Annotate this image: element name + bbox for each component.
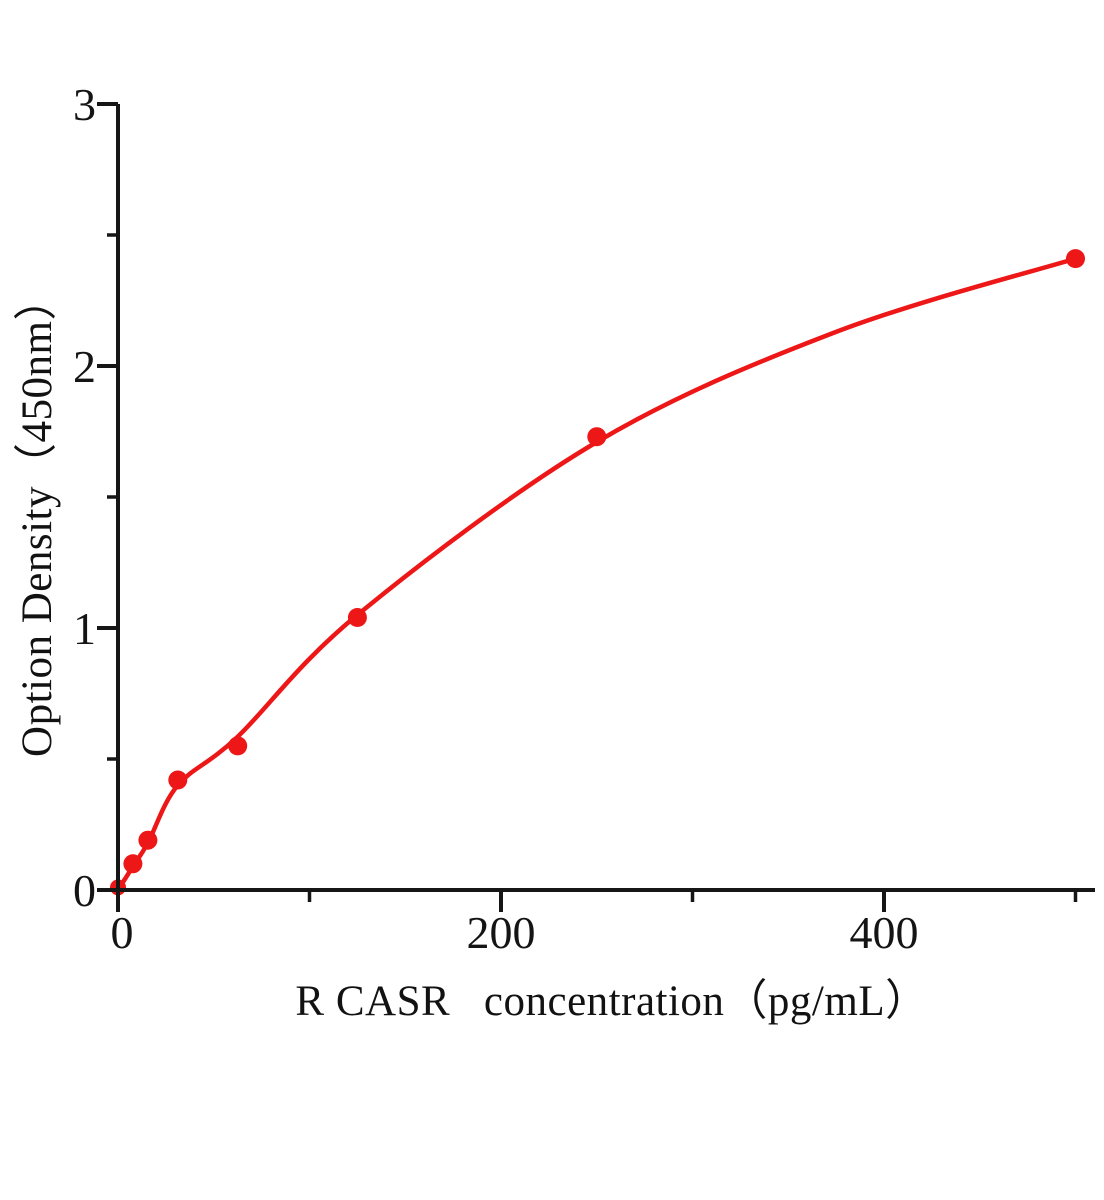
data-point-layer — [110, 249, 1085, 896]
data-point — [138, 830, 158, 850]
x-tick-label: 0 — [111, 907, 134, 958]
tick-label-layer: 0 1 2 3 0 200 400 — [73, 79, 919, 958]
data-point — [123, 854, 143, 874]
y-tick-label: 0 — [73, 865, 96, 916]
y-tick-label: 2 — [73, 341, 96, 392]
data-point — [228, 736, 248, 756]
y-tick-label: 3 — [73, 79, 96, 130]
y-axis-title: Option Density（450nm） — [14, 277, 61, 757]
axes-layer — [97, 102, 1095, 912]
fit-curve-layer — [115, 256, 1078, 893]
data-point — [168, 770, 188, 790]
x-tick-label: 200 — [467, 907, 536, 958]
x-tick-label: 400 — [850, 907, 919, 958]
y-tick-label: 1 — [73, 603, 96, 654]
data-point — [347, 608, 367, 627]
x-axis-title: R CASR concentration（pg/mL） — [295, 978, 929, 1025]
data-point — [1066, 249, 1085, 269]
fit-curve — [115, 256, 1078, 893]
data-point — [587, 427, 607, 447]
